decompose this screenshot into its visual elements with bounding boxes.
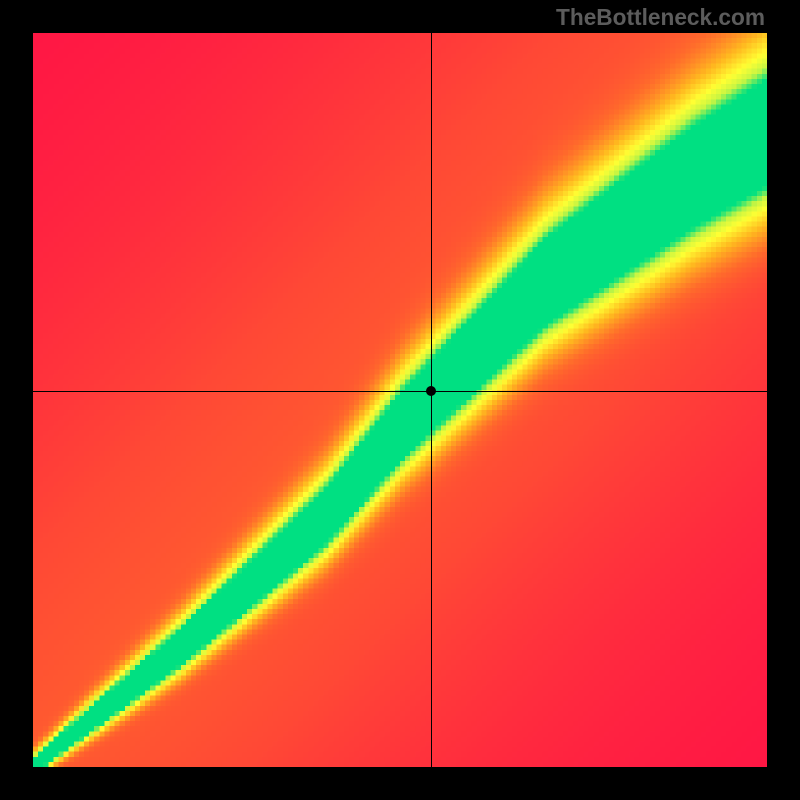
chart-frame: TheBottleneck.com (0, 0, 800, 800)
heatmap-canvas (33, 33, 767, 767)
crosshair-horizontal (33, 391, 767, 392)
operating-point-marker (426, 386, 436, 396)
heatmap-plot (33, 33, 767, 767)
watermark-text: TheBottleneck.com (556, 4, 765, 31)
crosshair-vertical (431, 33, 432, 767)
